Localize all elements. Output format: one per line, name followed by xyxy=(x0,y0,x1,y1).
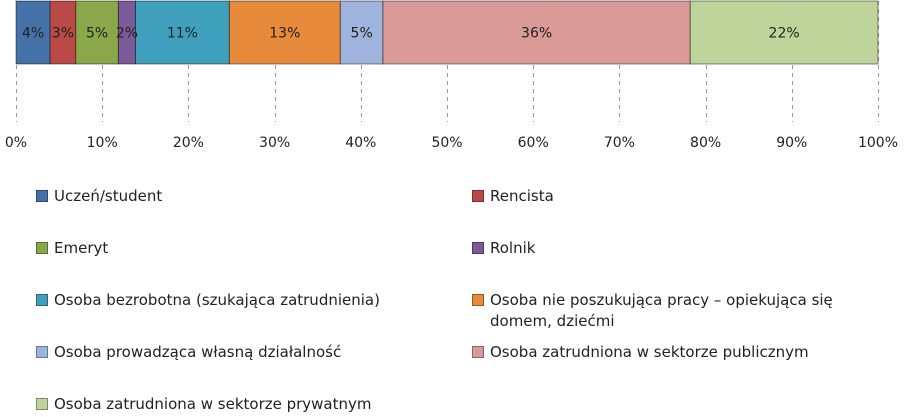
x-tick-label: 30% xyxy=(259,135,290,151)
bar-segment xyxy=(15,0,51,65)
x-tick-label: 90% xyxy=(776,135,807,151)
data-label: 2% xyxy=(116,26,138,42)
data-label: 5% xyxy=(351,26,373,42)
x-tick-label: 40% xyxy=(345,135,376,151)
x-tick-label: 60% xyxy=(518,135,549,151)
x-tick-label: 20% xyxy=(173,135,204,151)
data-label: 3% xyxy=(52,26,74,42)
x-tick-label: 100% xyxy=(858,135,898,151)
segment-labels: 4% 3% 5% 2% 11% 13% 5% 36% 22% xyxy=(22,26,800,42)
bar-segment xyxy=(134,0,230,65)
data-label: 11% xyxy=(167,26,198,42)
data-label: 36% xyxy=(521,26,552,42)
stacked-bar xyxy=(15,0,879,65)
bar-segment xyxy=(228,0,341,65)
bar-segment xyxy=(75,0,119,65)
x-tick-label: 80% xyxy=(690,135,721,151)
x-tick-label: 50% xyxy=(431,135,462,151)
bar-segment xyxy=(382,0,691,65)
x-tick-label: 10% xyxy=(87,135,118,151)
data-label: 5% xyxy=(86,26,108,42)
data-label: 4% xyxy=(22,26,44,42)
x-axis-ticks: 0% 10% 20% 30% 40% 50% 60% 70% 80% 90% 100% xyxy=(5,135,898,151)
x-tick-label: 0% xyxy=(5,135,27,151)
data-label: 13% xyxy=(269,26,300,42)
bar-segment xyxy=(689,0,879,65)
x-tick-label: 70% xyxy=(604,135,635,151)
bar-segment xyxy=(49,0,77,65)
data-label: 22% xyxy=(769,26,800,42)
bar-segment xyxy=(339,0,384,65)
